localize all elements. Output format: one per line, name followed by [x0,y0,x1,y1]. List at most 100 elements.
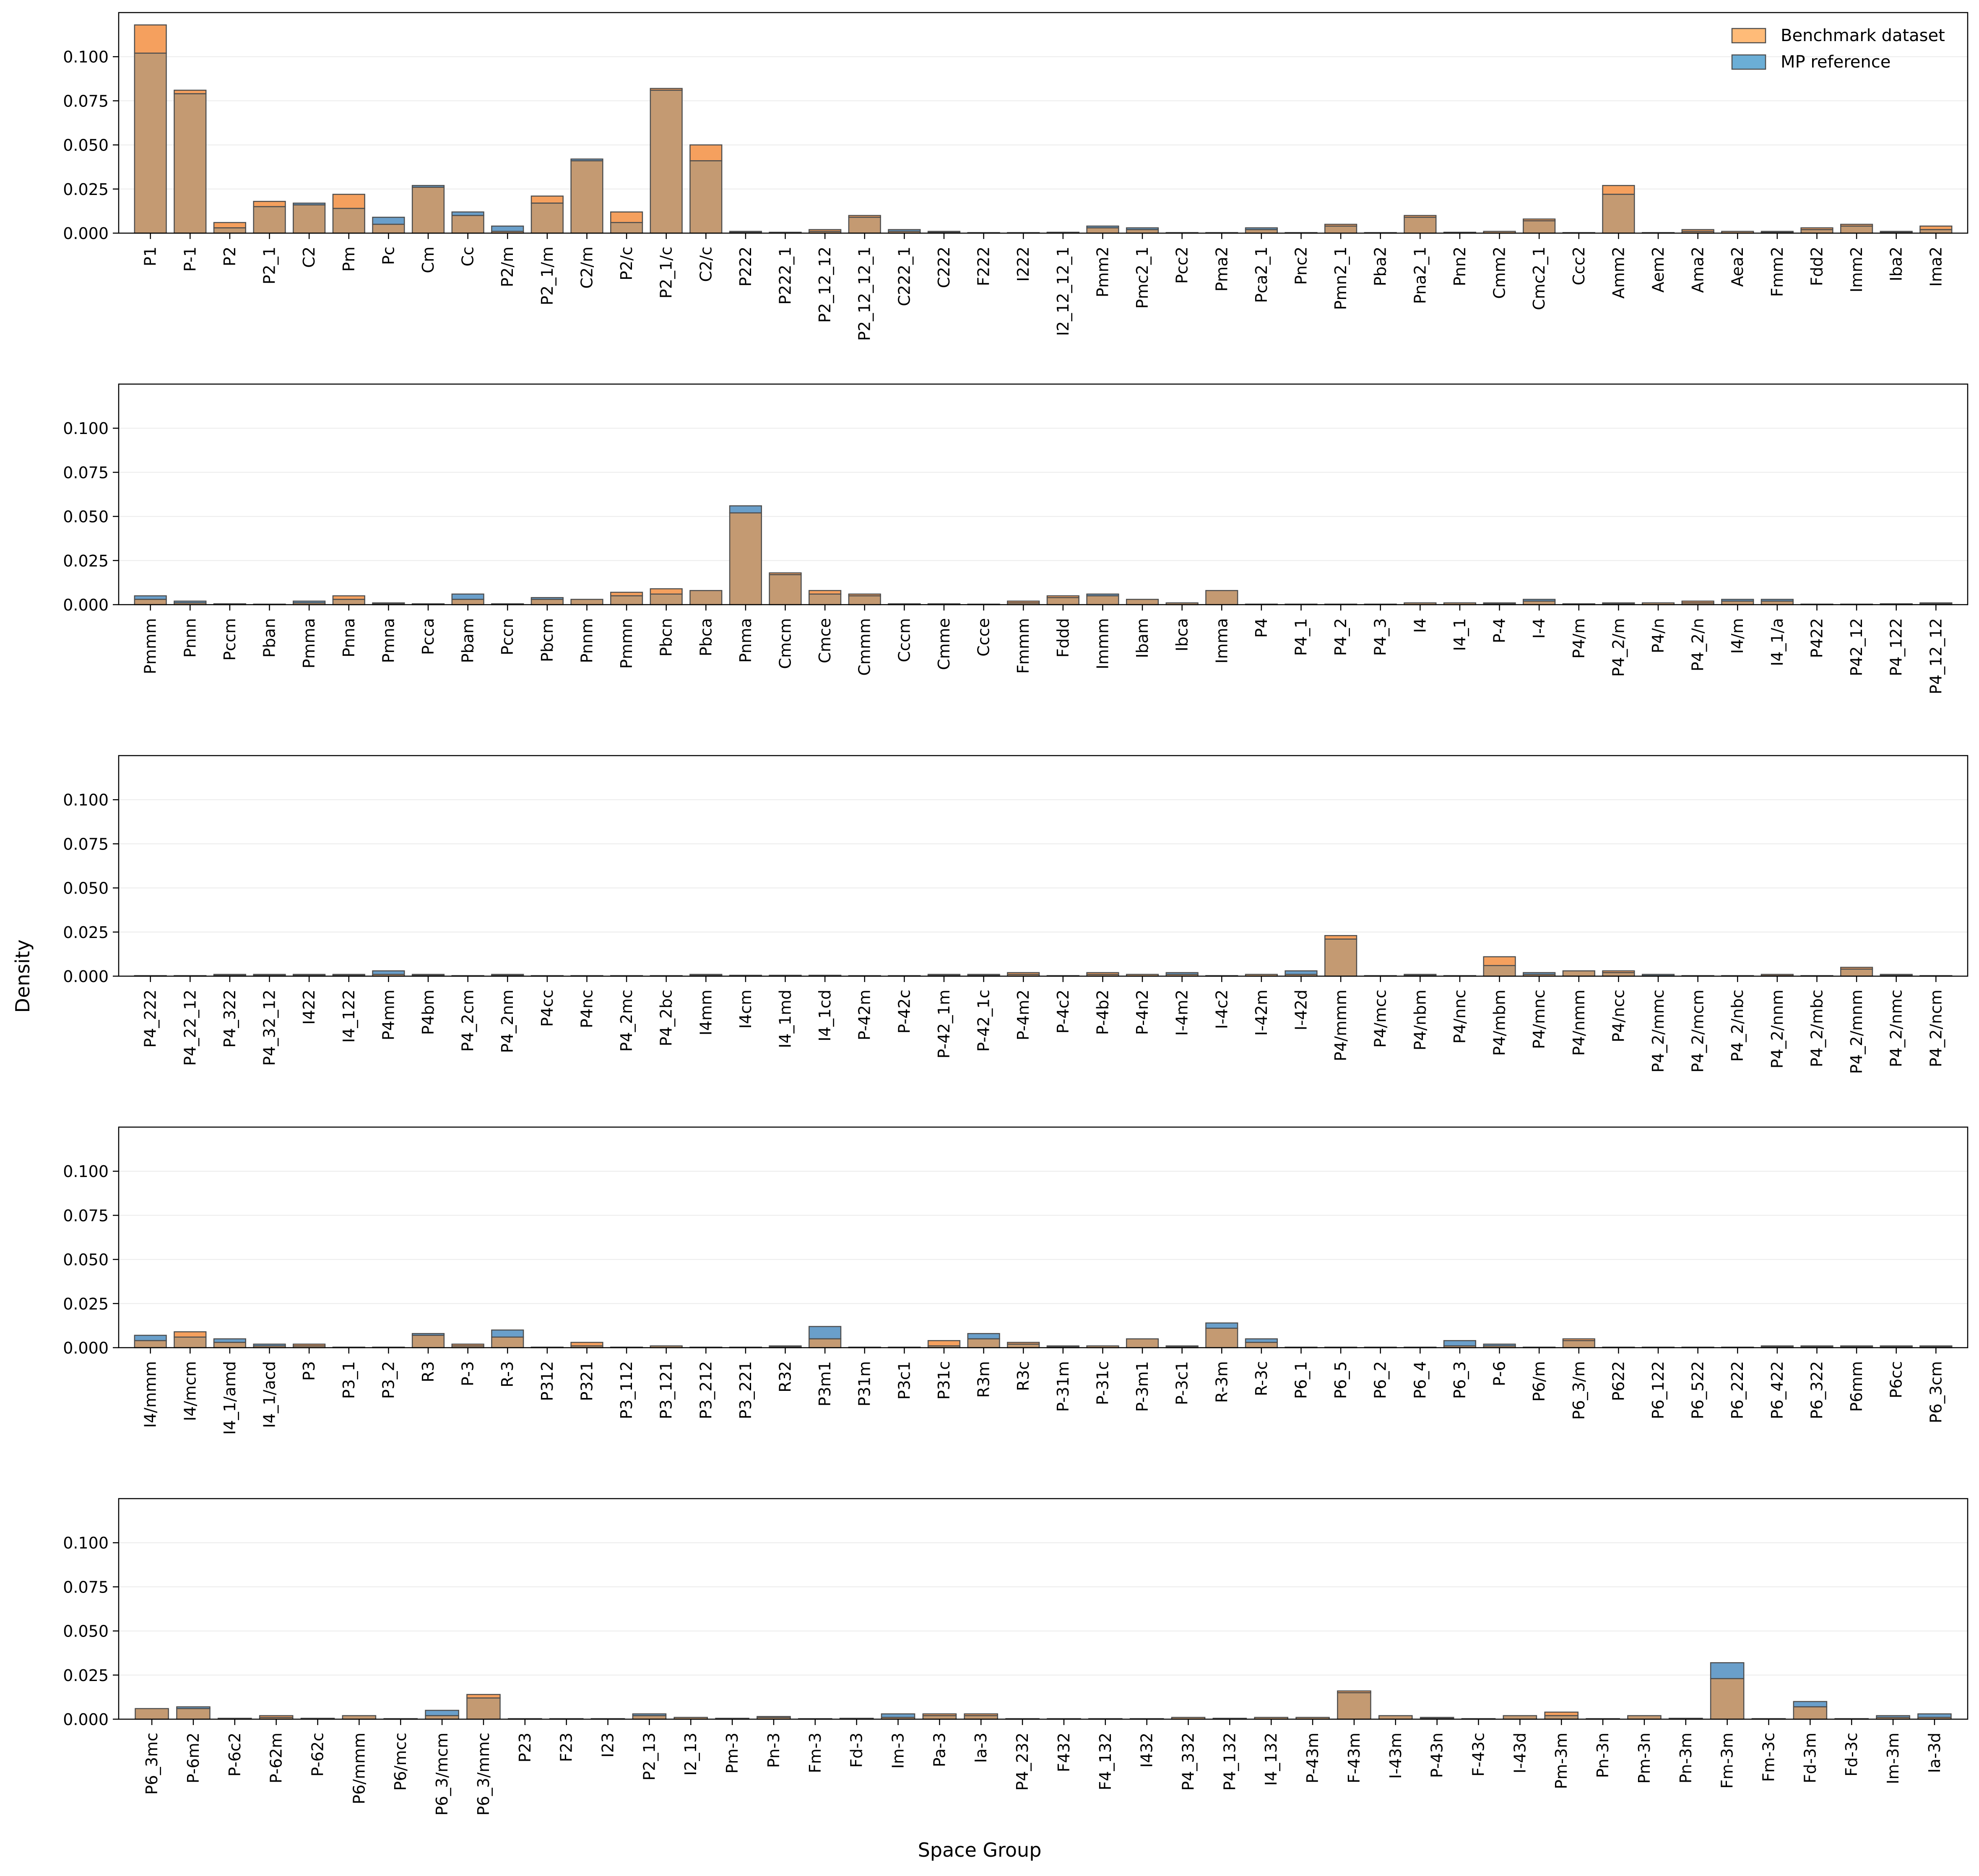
bar-overlap [411,187,445,234]
bar-overlap [293,204,326,234]
x-tick-label: P4_2nm [498,990,517,1053]
bar-overlap [531,599,564,605]
y-tick-label: 0.050 [63,136,109,155]
x-tick-label: P2_1/c [657,247,676,299]
x-tick-label: P4_322 [221,990,239,1048]
bar-overlap [1126,1338,1159,1349]
y-tick-label: 0.000 [63,1339,109,1357]
x-tick-label: P4_32_12 [260,990,279,1066]
bar-overlap [1086,595,1119,605]
x-tick-label: F222 [975,247,993,286]
y-tick-label: 0.050 [63,1251,109,1269]
x-tick-label: Cc [459,247,477,266]
x-tick-label: P3_112 [617,1361,636,1419]
x-tick-label: Pmmm [141,618,160,674]
bar-overlap [1544,1715,1579,1720]
x-tick-label: P4_2/nbc [1728,990,1747,1062]
bar-benchmark [253,201,286,208]
bar-overlap [1562,970,1595,977]
x-tick-label: I4_1 [1451,618,1469,651]
x-tick-label: P3c1 [895,1361,913,1400]
x-tick-label: Pcca [419,618,437,655]
y-tick-label: 0.100 [63,791,109,809]
bar-overlap [135,1708,169,1720]
x-tick-label: P6_522 [1689,1361,1707,1419]
x-tick-label: P4_2/mcm [1689,990,1707,1073]
x-tick-label: I4_132 [1262,1733,1280,1786]
bar-mp-reference [1205,1322,1238,1329]
bar-overlap [1602,194,1635,234]
legend-swatch [1731,28,1766,44]
x-tick-label: P-6c2 [226,1733,244,1777]
x-tick-label: Aea2 [1728,247,1747,287]
x-tick-label: P4_232 [1013,1733,1032,1791]
x-tick-label: P-3m1 [1133,1361,1152,1412]
x-tick-label: P6_3/m [1570,1361,1588,1420]
x-tick-label: Ia-3d [1925,1733,1944,1773]
x-tick-label: P6/m [1530,1361,1548,1402]
x-tick-label: Fd-3 [848,1733,866,1768]
x-tick-label: P4/nmm [1570,990,1588,1056]
x-tick-label: I4_1/amd [221,1361,239,1435]
bar-mp-reference [809,1326,842,1340]
x-tick-label: P4_3 [1371,618,1390,656]
x-tick-label: P-42_1m [935,990,953,1058]
bar-mp-reference [1710,1662,1745,1679]
x-tick-label: I4_1md [776,990,795,1048]
x-tick-label: C222 [935,247,953,288]
x-tick-label: Pn-3 [765,1733,783,1768]
y-tick-label: 0.025 [63,1666,109,1685]
y-tick-label: 0.075 [63,92,109,110]
x-tick-label: P-42_1c [975,990,993,1052]
x-tick-label: Fd-3c [1842,1733,1861,1777]
bar-overlap [689,590,723,605]
x-tick-label: P4_132 [1220,1733,1239,1791]
x-tick-label: P6_222 [1728,1361,1747,1419]
subplot-2: 0.000 0.025 0.050 0.075 0.100 Pmmm Pnnn Pccm Pba… [63,383,1969,694]
x-tick-label: P6_2 [1371,1361,1390,1399]
y-tick-label: 0.000 [63,224,109,243]
bar-overlap [610,595,643,605]
x-tick-label: P222 [736,247,755,286]
bar-overlap [1205,1328,1238,1349]
x-tick-label: P4_2/nmc [1887,990,1906,1067]
x-tick-label: P6cc [1887,1361,1906,1398]
x-tick-label: P2_1/m [538,247,557,305]
x-tick-label: R3 [419,1361,437,1382]
bar-overlap [570,599,603,605]
x-tick-label: P4_2/nnm [1768,990,1787,1068]
y-tick-label: 0.075 [63,463,109,482]
bar-overlap [372,223,405,234]
bar-overlap [1761,600,1794,605]
y-axis-label: Density [11,940,34,1013]
bar-overlap [466,1697,501,1720]
bar-benchmark [1483,956,1516,967]
bar-overlap [1523,600,1556,605]
bar-benchmark [213,222,247,229]
bar-overlap [1378,1715,1413,1720]
x-tick-label: F432 [1055,1733,1073,1772]
x-tick-label: P312 [538,1361,557,1401]
y-tick-label: 0.050 [63,1622,109,1641]
x-tick-label: Pna2_1 [1411,247,1429,304]
x-tick-label: P4_22_12 [181,990,199,1066]
bar-overlap [570,160,603,234]
x-tick-label: R32 [776,1361,795,1393]
bar-mp-reference [372,216,405,225]
x-tick-label: P4_2/m [1609,618,1628,677]
bar-overlap [411,1335,445,1349]
bar-overlap [967,1338,1000,1349]
x-tick-label: P4_2/ncm [1927,990,1945,1067]
x-tick-label: P4_2cm [459,990,477,1052]
bar-overlap [1710,1678,1745,1720]
bar-overlap [1324,225,1357,234]
bar-overlap [451,215,484,234]
bar-overlap [1721,600,1754,605]
x-tick-label: P3_121 [657,1361,676,1419]
x-tick-label: I4_1cd [816,990,834,1042]
bar-overlap [1503,1715,1537,1720]
x-tick-label: I4/m [1728,618,1747,654]
bar-overlap [632,1715,667,1720]
bar-overlap [332,599,365,605]
bar-overlap [176,1708,211,1720]
